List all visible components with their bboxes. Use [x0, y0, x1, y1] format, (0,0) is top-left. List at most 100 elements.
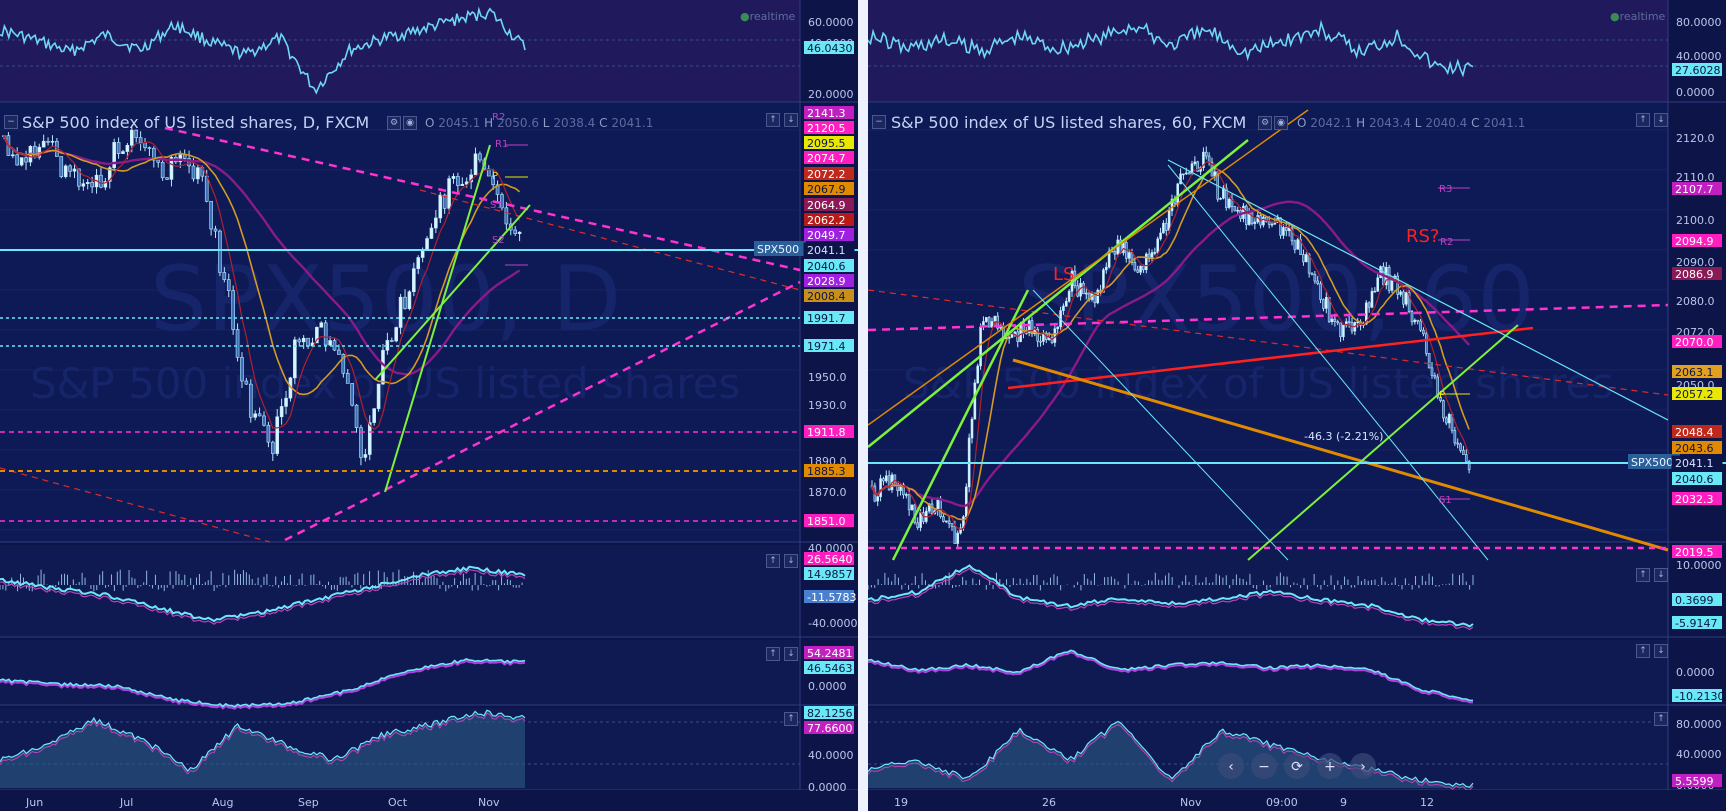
candle-body: [513, 229, 517, 234]
candle-body: [125, 144, 130, 152]
candle-body: [257, 413, 262, 417]
eye-icon[interactable]: ◉: [1274, 116, 1288, 130]
candle-body: [284, 397, 288, 407]
candle-body: [1153, 252, 1157, 254]
price-axis-label: 1930.0: [808, 399, 847, 412]
indicator-badge-bg: [804, 661, 854, 674]
scroll-left-icon[interactable]: ‹: [1228, 759, 1234, 775]
price-axis-label: 2080.0: [1676, 295, 1715, 308]
daily-chart-canvas[interactable]: SPX500, D S&P 500 index of US listed shar…: [0, 0, 858, 811]
candle-body: [1436, 376, 1440, 398]
move-down-icon[interactable]: ↓: [784, 113, 798, 127]
candle-body: [1133, 261, 1137, 271]
pivot-s1-label: S1: [490, 200, 503, 211]
candle-body: [240, 357, 244, 382]
move-up-icon[interactable]: ↑: [1636, 113, 1650, 127]
zoom-out-icon[interactable]: −: [1258, 759, 1270, 775]
time-axis-label: Jul: [119, 796, 133, 809]
top-value-badge: 27.6028: [1675, 64, 1721, 77]
scroll-left-icon[interactable]: [1218, 753, 1244, 779]
move-down-icon[interactable]: ↓: [784, 554, 798, 568]
oscillator-signal-line: [868, 651, 1473, 704]
candle-body: [1424, 333, 1428, 354]
price-axis-label: 80.0000: [1676, 16, 1722, 29]
time-axis-label: 9: [1340, 796, 1347, 809]
medium-moving-average: [3, 135, 521, 396]
candle-body: [1456, 442, 1460, 445]
candle-body: [1224, 187, 1228, 208]
candle-body: [337, 349, 341, 355]
move-down-icon[interactable]: ↓: [1654, 113, 1668, 127]
collapse-icon[interactable]: −: [872, 115, 886, 129]
candle-body: [191, 165, 196, 180]
price-axis-label: 2100.0: [1676, 214, 1715, 227]
candle-body: [1342, 324, 1345, 338]
candle-body: [919, 512, 922, 528]
move-down-icon[interactable]: ↓: [1654, 568, 1668, 582]
candle-body: [1293, 240, 1297, 250]
indicator-badge: 77.6600: [807, 722, 853, 735]
candle-body: [297, 339, 302, 343]
candle-body: [491, 175, 495, 186]
hourly-chart-canvas[interactable]: SPX500, 60 S&P 500 index of US listed sha…: [868, 0, 1726, 811]
watermark-symbol: SPX500, D: [150, 247, 621, 352]
zoom-out-icon[interactable]: [1251, 753, 1277, 779]
settings-icon[interactable]: ⚙: [1258, 116, 1272, 130]
candle-body: [416, 257, 421, 269]
candle-body: [1404, 292, 1408, 305]
move-down-icon[interactable]: ↓: [784, 647, 798, 661]
candle-body: [517, 231, 522, 234]
zoom-in-icon[interactable]: [1317, 753, 1343, 779]
price-level-badge: 1885.3: [807, 465, 846, 478]
move-up-icon[interactable]: ↑: [1636, 644, 1650, 658]
price-level-badge: 2072.2: [807, 168, 846, 181]
daily-chart-panel[interactable]: SPX500, D S&P 500 index of US listed shar…: [0, 0, 858, 811]
reset-icon[interactable]: ⟳: [1291, 759, 1303, 775]
candle-body: [1319, 283, 1322, 300]
candle-body: [1282, 227, 1285, 236]
neckline-dashed: [868, 303, 1669, 332]
candle-body: [1433, 375, 1437, 378]
candle-body: [884, 475, 888, 482]
price-level-badge-bg: [804, 136, 854, 149]
price-level-badge-bg: [804, 121, 854, 134]
candle-body: [85, 182, 90, 184]
candle-body: [1290, 227, 1294, 242]
candle-body: [1407, 292, 1411, 312]
left-channel-line: [891, 289, 1030, 561]
panel-divider[interactable]: [858, 0, 868, 811]
top-value-badge: 46.0430: [807, 42, 853, 55]
move-up-icon[interactable]: ↑: [766, 647, 780, 661]
candle-body: [959, 527, 962, 534]
scroll-right-icon[interactable]: ›: [1360, 759, 1366, 775]
zoom-in-icon[interactable]: +: [1324, 759, 1336, 775]
candle-body: [129, 129, 134, 146]
eye-icon[interactable]: ◉: [403, 116, 417, 130]
macd-pane-bg: [0, 545, 800, 637]
candle-body: [1139, 265, 1142, 273]
macd-line: [0, 565, 526, 623]
move-up-icon[interactable]: ↑: [1654, 712, 1668, 726]
price-level-badge: 1991.7: [807, 312, 846, 325]
candle-body: [438, 194, 443, 219]
candle-body: [1453, 430, 1457, 444]
candle-body: [1207, 155, 1211, 163]
chart-title[interactable]: S&P 500 index of US listed shares, 60, F…: [891, 113, 1247, 132]
move-up-icon[interactable]: ↑: [766, 113, 780, 127]
move-up-icon[interactable]: ↑: [766, 554, 780, 568]
indicator-axis-label: 10.0000: [1676, 559, 1722, 572]
candle-body: [363, 454, 368, 458]
candle-body: [187, 158, 191, 167]
symbol-tag-bg: [1628, 454, 1680, 469]
candle-body: [947, 520, 951, 524]
chart-title[interactable]: S&P 500 index of US listed shares, D, FX…: [22, 113, 370, 132]
reset-icon[interactable]: [1284, 753, 1310, 779]
settings-icon[interactable]: ⚙: [387, 116, 401, 130]
hourly-chart-panel[interactable]: SPX500, 60 S&P 500 index of US listed sha…: [868, 0, 1726, 811]
collapse-icon[interactable]: −: [4, 115, 18, 129]
move-down-icon[interactable]: ↓: [1654, 644, 1668, 658]
move-up-icon[interactable]: ↑: [1636, 568, 1650, 582]
move-up-icon[interactable]: ↑: [784, 712, 798, 726]
candle-body: [1202, 151, 1205, 168]
scroll-right-icon[interactable]: [1350, 753, 1376, 779]
